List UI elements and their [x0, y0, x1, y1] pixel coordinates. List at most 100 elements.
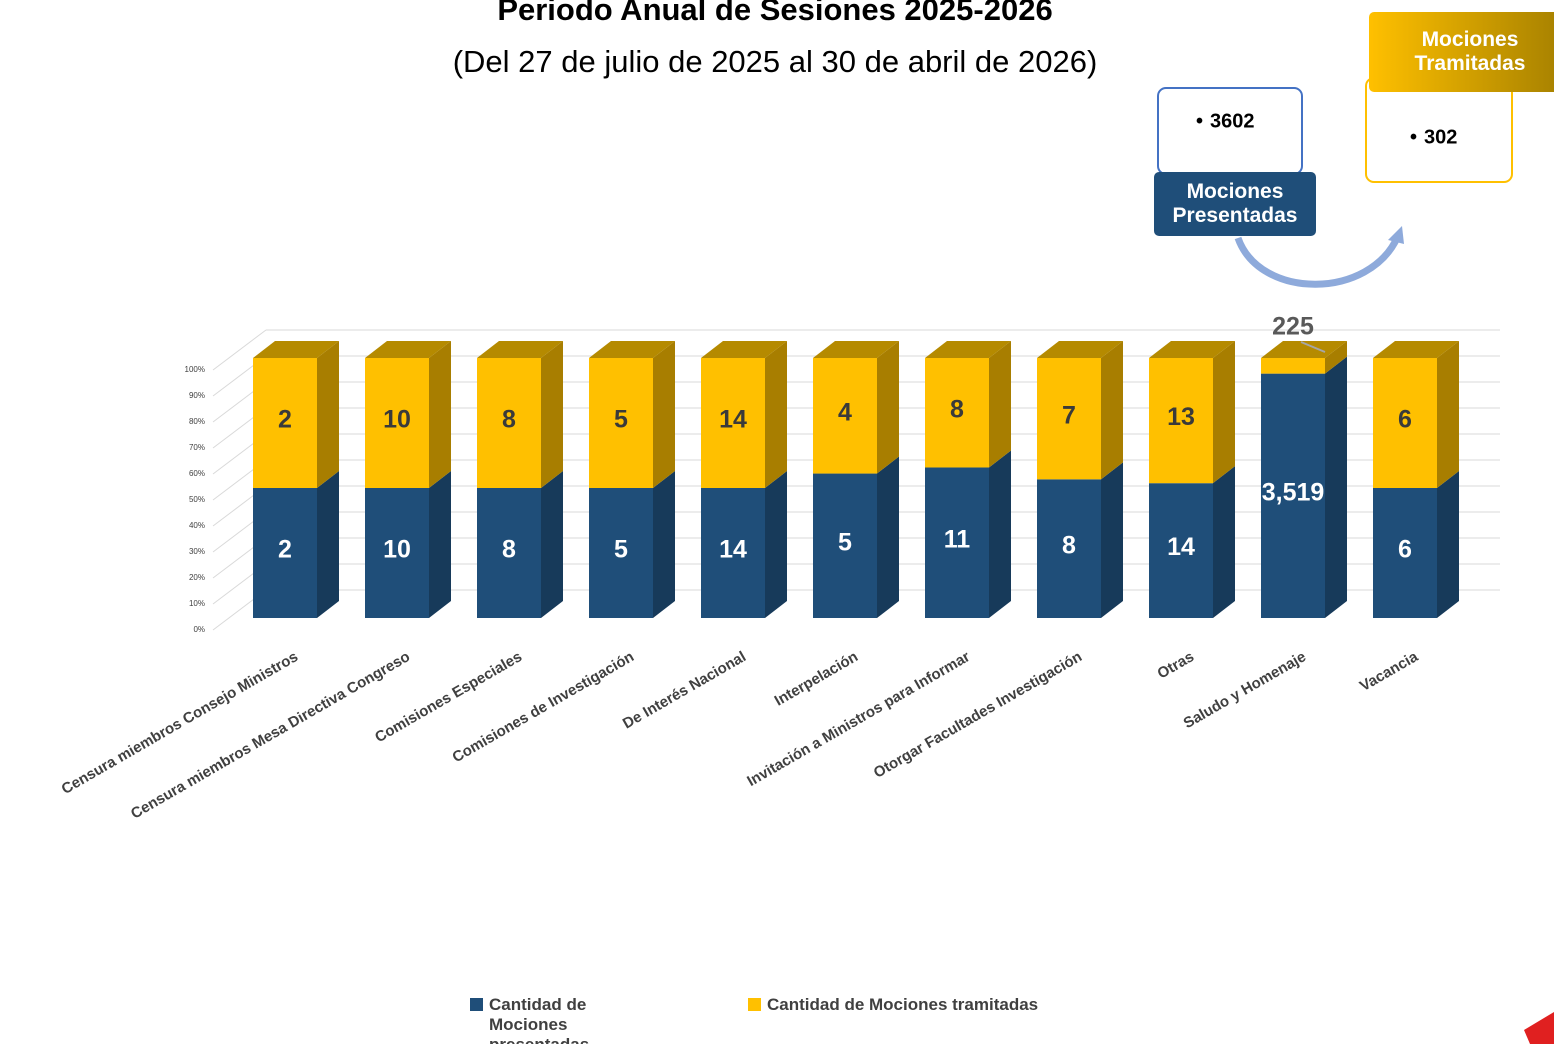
data-label: 14: [1167, 533, 1195, 561]
y-tick-label: 70%: [189, 443, 205, 452]
bar-top: [253, 341, 339, 358]
y-tick-label: 60%: [189, 469, 205, 478]
y-tick-label: 10%: [189, 599, 205, 608]
bar: [589, 488, 653, 618]
bar: [253, 488, 317, 618]
callout-label: Mociones Presentadas: [1172, 180, 1298, 227]
bar: [365, 488, 429, 618]
x-tick-label: Comisiones de Investigación: [449, 648, 637, 766]
bar-top: [1037, 341, 1123, 358]
bar-side: [877, 456, 899, 618]
bar-side: [1213, 341, 1235, 484]
bar: [813, 473, 877, 618]
bar: [701, 488, 765, 618]
bar-side: [317, 471, 339, 618]
data-label: 6: [1398, 536, 1412, 564]
data-label: 4: [838, 398, 852, 426]
bullet: •: [1410, 126, 1417, 148]
grid-line: [212, 329, 267, 371]
y-tick-label: 80%: [189, 417, 205, 426]
bar: [701, 358, 765, 488]
bar-side: [429, 341, 451, 488]
bar-top: [701, 341, 787, 358]
x-tick-label: Censura miembros Consejo Ministros: [59, 648, 301, 798]
x-tick-label: Vacancia: [1357, 648, 1422, 695]
x-tick-label: Saludo y Homenaje: [1181, 648, 1309, 732]
data-label: 10: [383, 406, 411, 434]
callout-label-box: [1154, 172, 1316, 236]
y-tick-label: 0%: [193, 625, 205, 634]
bar-side: [317, 341, 339, 488]
data-label: 6: [1398, 406, 1412, 434]
bar: [1149, 483, 1213, 618]
y-tick-label: 50%: [189, 495, 205, 504]
legend-item: Cantidad de Mociones tramitadas: [748, 995, 1038, 1015]
decoration: [1524, 1012, 1554, 1044]
bar-side: [1325, 341, 1347, 374]
bar-side: [1101, 462, 1123, 618]
bar: [1037, 358, 1101, 480]
y-tick-label: 90%: [189, 391, 205, 400]
bar-side: [653, 341, 675, 488]
data-label: 8: [1062, 531, 1076, 559]
callout-value: 302: [1424, 126, 1457, 148]
y-tick-label: 40%: [189, 521, 205, 530]
data-label: 2: [278, 406, 292, 434]
bar: [589, 358, 653, 488]
bar: [1373, 488, 1437, 618]
arrow: [1234, 234, 1402, 288]
y-tick-label: 20%: [189, 573, 205, 582]
bar-top: [925, 341, 1011, 358]
data-label: 8: [950, 395, 964, 423]
bar: [813, 358, 877, 474]
bar-side: [429, 471, 451, 618]
bar: [253, 358, 317, 488]
bar-top: [589, 341, 675, 358]
bar-side: [1213, 466, 1235, 618]
callout-value: 3602: [1210, 110, 1255, 132]
x-tick-label: Otorgar Facultades Investigación: [871, 648, 1085, 782]
callout-label-box: [1369, 12, 1554, 92]
data-label: 8: [502, 406, 516, 434]
data-label: 10: [383, 536, 411, 564]
bar-side: [765, 341, 787, 488]
data-label: 3,519: [1262, 478, 1325, 506]
data-label: 8: [502, 536, 516, 564]
x-tick-label: Otras: [1155, 648, 1197, 682]
data-label: 14: [719, 536, 747, 564]
x-tick-label: De Interés Nacional: [620, 648, 749, 732]
bar: [1261, 358, 1325, 374]
legend-label: Cantidad de Mociones tramitadas: [767, 995, 1039, 1014]
chart-title: Periodo Anual de Sesiones 2025-2026: [497, 0, 1052, 27]
bar-side: [877, 341, 899, 474]
x-tick-label: Invitación a Ministros para Informar: [744, 648, 973, 790]
bar-side: [989, 341, 1011, 468]
callout-label-wrap: Mociones Tramitadas: [1414, 28, 1526, 75]
bar-side: [541, 471, 563, 618]
bar-top: [1261, 341, 1347, 358]
data-label: 5: [614, 536, 628, 564]
legend-label: Cantidad de Mociones presentadas: [489, 995, 589, 1044]
bar-side: [1101, 341, 1123, 480]
data-label: 225: [1272, 313, 1314, 341]
bullet: •: [1196, 110, 1203, 132]
bar-top: [365, 341, 451, 358]
bar: [477, 488, 541, 618]
bar-top: [1373, 341, 1459, 358]
callout-label: Mociones Tramitadas: [1414, 28, 1526, 75]
y-tick-label: 100%: [185, 365, 205, 374]
data-label: 2: [278, 536, 292, 564]
leader-line: [1300, 341, 1326, 353]
bar-side: [765, 471, 787, 618]
bar: [365, 358, 429, 488]
bar-side: [1325, 356, 1347, 618]
bar: [1373, 358, 1437, 488]
bar-side: [989, 450, 1011, 618]
bar-side: [541, 341, 563, 488]
chart-subtitle: (Del 27 de julio de 2025 al 30 de abril …: [453, 44, 1098, 79]
bar-side: [653, 471, 675, 618]
bar: [1037, 479, 1101, 618]
bar-side: [1437, 341, 1459, 488]
